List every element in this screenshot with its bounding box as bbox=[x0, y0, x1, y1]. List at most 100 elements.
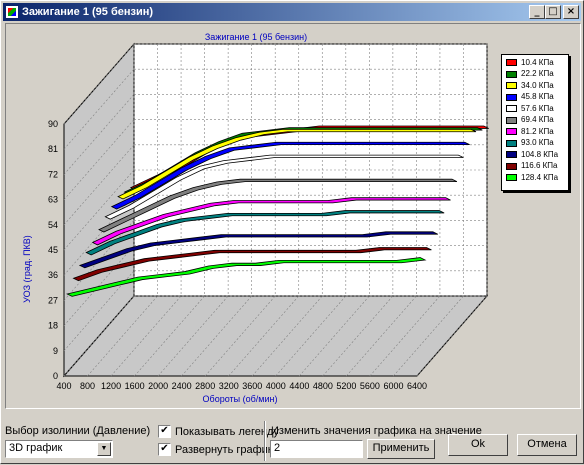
legend-item: 57.6 КПа bbox=[506, 103, 568, 115]
grid-line-floor bbox=[369, 295, 441, 377]
app-icon bbox=[5, 5, 19, 19]
legend-item: 128.4 КПа bbox=[506, 172, 568, 184]
close-button[interactable]: × bbox=[563, 5, 579, 19]
series-ribbon bbox=[72, 247, 432, 282]
grid-line-wall bbox=[63, 245, 135, 326]
y-tick-label: 36 bbox=[48, 270, 58, 280]
series-ribbon bbox=[104, 154, 464, 220]
title-bar[interactable]: Зажигание 1 (95 бензин) _ □ × bbox=[3, 3, 581, 21]
legend-item: 10.4 КПа bbox=[506, 57, 568, 69]
check-icon[interactable]: ✔ bbox=[158, 443, 171, 456]
legend-item: 45.8 КПа bbox=[506, 92, 568, 104]
chart-legend: 10.4 КПа 22.2 КПа 34.0 КПа 45.8 КПа 57.6 КПа… bbox=[501, 54, 569, 191]
x-tick-label: 6400 bbox=[407, 381, 427, 391]
check-icon[interactable]: ✔ bbox=[158, 425, 171, 438]
apply-button[interactable]: Применить bbox=[367, 439, 435, 459]
x-tick-label: 3600 bbox=[242, 381, 262, 391]
series-ribbon bbox=[117, 128, 477, 200]
grid-line-floor bbox=[416, 295, 488, 377]
legend-swatch bbox=[506, 105, 517, 113]
legend-label: 10.4 КПа bbox=[521, 57, 554, 67]
y-tick-label: 81 bbox=[48, 144, 58, 154]
grid-line-floor bbox=[346, 295, 417, 377]
legend-item: 22.2 КПа bbox=[506, 69, 568, 81]
legend-label: 69.4 КПа bbox=[521, 115, 554, 125]
legend-label: 116.6 КПа bbox=[521, 161, 558, 171]
legend-label: 34.0 КПа bbox=[521, 80, 554, 90]
legend-swatch bbox=[506, 162, 517, 170]
legend-swatch bbox=[506, 174, 517, 182]
grid-line-wall bbox=[63, 94, 135, 175]
grid-line-floor bbox=[204, 295, 276, 377]
legend-label: 128.4 КПа bbox=[521, 172, 559, 182]
y-tick-label: 63 bbox=[48, 195, 58, 205]
y-tick-label: 9 bbox=[53, 346, 58, 356]
y-tick-label: 72 bbox=[48, 169, 58, 179]
show-legend-checkbox[interactable]: ✔ Показывать легенду bbox=[158, 425, 279, 438]
bottom-panel: Выбор изолинии (Давление) 3D график ▼ ✔ … bbox=[1, 415, 584, 465]
series-ribbon bbox=[66, 257, 427, 297]
x-tick-label: 2400 bbox=[172, 381, 192, 391]
isoline-label: Выбор изолинии (Давление) bbox=[5, 425, 151, 437]
legend-label: 93.0 КПа bbox=[521, 138, 554, 148]
show-legend-label: Показывать легенду bbox=[175, 425, 279, 438]
chart-title: Зажигание 1 (95 бензин) bbox=[205, 32, 307, 42]
series-ribbon bbox=[98, 178, 458, 233]
expand-chart-checkbox[interactable]: ✔ Развернуть график bbox=[158, 443, 273, 456]
legend-item: 69.4 КПа bbox=[506, 115, 568, 127]
grid-line-floor bbox=[322, 295, 394, 377]
x-tick-label: 4800 bbox=[313, 381, 333, 391]
legend-item: 34.0 КПа bbox=[506, 80, 568, 92]
legend-swatch bbox=[506, 151, 517, 159]
series-ribbon bbox=[85, 210, 445, 256]
x-tick-label: 800 bbox=[80, 381, 95, 391]
change-value-label: Изменить значения графика на значение bbox=[271, 425, 482, 437]
y-tick-label: 0 bbox=[53, 371, 58, 381]
isoline-select-value: 3D график bbox=[9, 442, 63, 454]
isoline-select[interactable]: 3D график ▼ bbox=[5, 440, 113, 458]
floor bbox=[62, 295, 489, 377]
legend-swatch bbox=[506, 82, 517, 90]
series-ribbon bbox=[91, 197, 451, 246]
chevron-down-icon[interactable]: ▼ bbox=[97, 442, 111, 456]
divider bbox=[264, 421, 266, 461]
legend-item: 116.6 КПа bbox=[506, 161, 568, 173]
grid-line-floor bbox=[110, 295, 182, 377]
legend-label: 22.2 КПа bbox=[521, 69, 554, 79]
legend-swatch bbox=[506, 93, 517, 101]
series-ribbon bbox=[110, 141, 470, 210]
x-tick-label: 6000 bbox=[383, 381, 403, 391]
grid-line-floor bbox=[157, 295, 229, 377]
x-tick-label: 1200 bbox=[101, 381, 121, 391]
grid-line-floor bbox=[181, 295, 252, 377]
grid-line-wall bbox=[63, 169, 135, 251]
legend-label: 81.2 КПа bbox=[521, 126, 554, 136]
y-tick-label: 45 bbox=[48, 245, 58, 255]
grid-line-floor bbox=[87, 295, 158, 377]
x-tick-label: 4000 bbox=[266, 381, 286, 391]
x-tick-label: 2000 bbox=[148, 381, 168, 391]
minimize-button[interactable]: _ bbox=[529, 5, 545, 19]
grid-line-wall bbox=[63, 43, 135, 125]
cancel-button[interactable]: Отмена bbox=[517, 434, 577, 456]
grid-line-floor bbox=[134, 295, 205, 377]
legend-swatch bbox=[506, 139, 517, 147]
x-tick-label: 400 bbox=[56, 381, 71, 391]
maximize-button[interactable]: □ bbox=[545, 5, 561, 19]
x-tick-label: 2800 bbox=[195, 381, 215, 391]
x-tick-label: 5200 bbox=[336, 381, 356, 391]
grid-line-floor bbox=[275, 295, 347, 377]
expand-chart-label: Развернуть график bbox=[175, 443, 273, 456]
series-ribbon bbox=[78, 231, 438, 269]
y-tick-label: 27 bbox=[48, 295, 58, 305]
y-tick-label: 18 bbox=[48, 321, 58, 331]
grid-line-floor bbox=[63, 295, 135, 377]
y-axis-label: УОЗ (град. ПКВ) bbox=[22, 235, 32, 303]
y-tick-label: 54 bbox=[48, 220, 58, 230]
grid-line-wall bbox=[63, 119, 135, 200]
ok-button[interactable]: Ok bbox=[448, 434, 508, 456]
legend-label: 45.8 КПа bbox=[521, 92, 554, 102]
change-value-input[interactable]: 2 bbox=[270, 440, 363, 458]
legend-item: 104.8 КПа bbox=[506, 149, 568, 161]
